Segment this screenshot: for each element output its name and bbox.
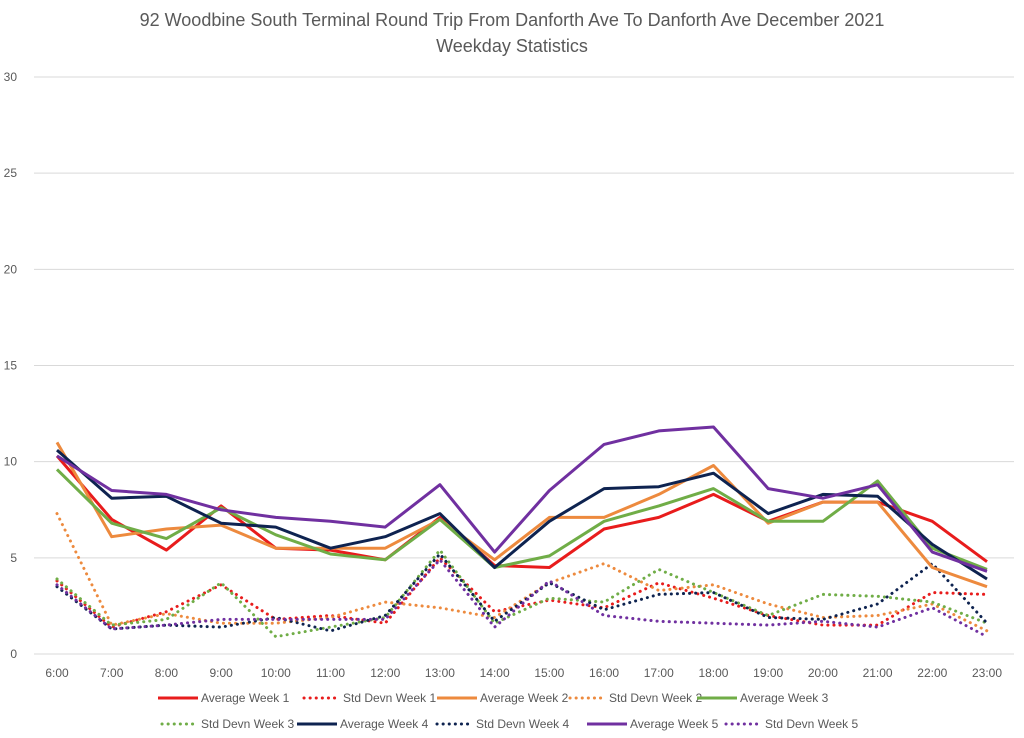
x-tick-label: 6:00 xyxy=(45,666,69,680)
y-tick-label: 30 xyxy=(4,70,18,84)
x-tick-label: 12:00 xyxy=(370,666,400,680)
legend-item: Std Devn Week 5 xyxy=(724,717,858,731)
x-tick-label: 23:00 xyxy=(972,666,1002,680)
x-tick-label: 13:00 xyxy=(425,666,455,680)
x-tick-label: 10:00 xyxy=(261,666,291,680)
x-tick-label: 11:00 xyxy=(316,666,345,680)
x-tick-label: 8:00 xyxy=(155,666,179,680)
series-line-std-devn-week-1 xyxy=(55,556,989,629)
legend-label: Std Devn Week 5 xyxy=(765,717,858,731)
series-lines xyxy=(55,425,989,639)
series-line-average-week-3 xyxy=(55,468,988,571)
legend-item: Std Devn Week 3 xyxy=(160,717,294,731)
x-tick-label: 18:00 xyxy=(698,666,728,680)
x-tick-label: 14:00 xyxy=(480,666,510,680)
legend-label: Std Devn Week 2 xyxy=(609,691,702,705)
x-tick-label: 16:00 xyxy=(589,666,619,680)
x-tick-label: 22:00 xyxy=(917,666,947,680)
legend-item: Std Devn Week 2 xyxy=(568,691,702,705)
legend-label: Average Week 4 xyxy=(340,717,429,731)
legend-label: Std Devn Week 1 xyxy=(343,691,436,705)
legend-item: Average Week 5 xyxy=(587,717,719,731)
legend-label: Average Week 1 xyxy=(201,691,290,705)
x-tick-label: 21:00 xyxy=(863,666,893,680)
legend-item: Std Devn Week 1 xyxy=(302,691,436,705)
legend-item: Average Week 1 xyxy=(158,691,290,705)
legend-label: Average Week 3 xyxy=(740,691,829,705)
legend-item: Average Week 2 xyxy=(437,691,569,705)
series-line-average-week-4 xyxy=(56,448,988,581)
x-tick-label: 19:00 xyxy=(753,666,783,680)
y-tick-label: 0 xyxy=(10,647,17,661)
gridlines xyxy=(34,76,1014,655)
x-tick-label: 7:00 xyxy=(100,666,124,680)
legend-label: Std Devn Week 4 xyxy=(476,717,569,731)
x-tick-label: 9:00 xyxy=(209,666,233,680)
series-line-std-devn-week-5 xyxy=(55,558,989,639)
legend-item: Std Devn Week 4 xyxy=(435,717,569,731)
x-tick-label: 20:00 xyxy=(808,666,838,680)
legend-label: Std Devn Week 3 xyxy=(201,717,294,731)
chart-subtitle: Weekday Statistics xyxy=(436,36,588,56)
y-tick-label: 5 xyxy=(10,551,17,565)
series-line-average-week-5 xyxy=(56,425,988,573)
legend-label: Average Week 2 xyxy=(480,691,569,705)
chart-title: 92 Woodbine South Terminal Round Trip Fr… xyxy=(140,10,885,30)
series-line-average-week-2 xyxy=(55,441,988,589)
x-axis-tick-labels: 6:00 7:00 8:00 9:00 10:00 11:00 12:00 13:00 14:0… xyxy=(45,666,1002,680)
y-axis-tick-labels: 0 5 10 15 20 25 30 xyxy=(4,70,18,661)
y-tick-label: 20 xyxy=(4,262,18,276)
legend: Average Week 1 Std Devn Week 1 Average Wee… xyxy=(158,691,858,731)
legend-item: Average Week 3 xyxy=(697,691,829,705)
y-tick-label: 25 xyxy=(4,166,18,180)
legend-item: Average Week 4 xyxy=(297,717,429,731)
x-tick-label: 17:00 xyxy=(644,666,674,680)
legend-label: Average Week 5 xyxy=(630,717,719,731)
y-tick-label: 15 xyxy=(4,359,18,373)
y-tick-label: 10 xyxy=(4,455,18,469)
x-tick-label: 15:00 xyxy=(534,666,564,680)
